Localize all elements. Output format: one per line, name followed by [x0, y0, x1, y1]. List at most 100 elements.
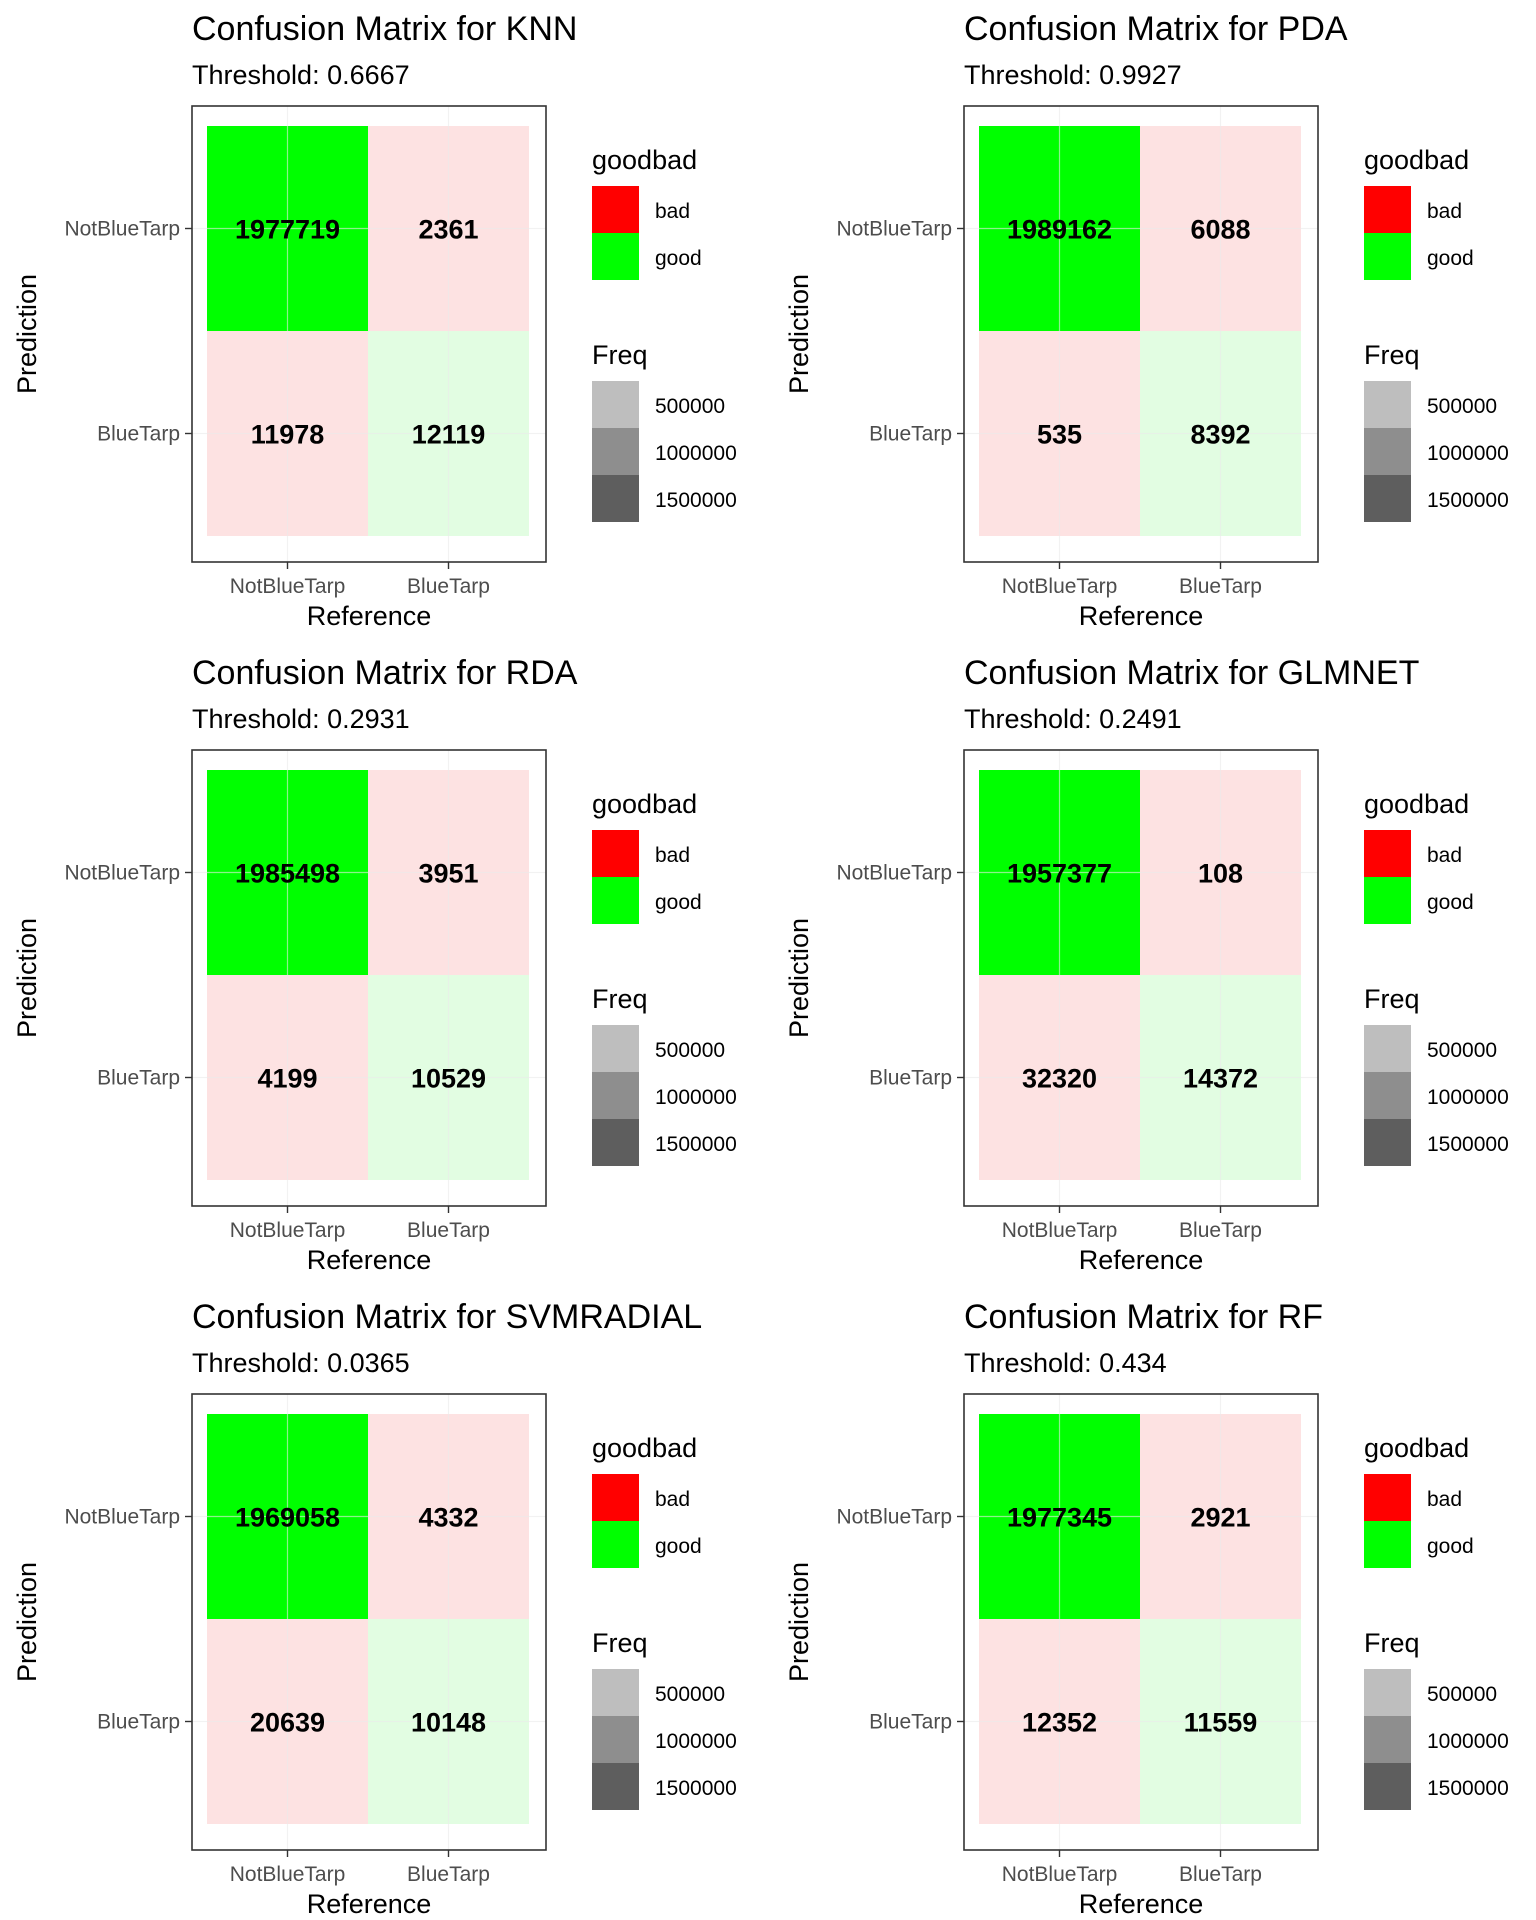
cell-value-label: 1989162: [1007, 215, 1112, 245]
legend-title-goodbad: goodbad: [1364, 145, 1469, 175]
panel-border: [963, 105, 1319, 563]
legend-label-freq: 500000: [1427, 1683, 1497, 1706]
legend-swatch-freq: [592, 1716, 639, 1763]
x-axis-title: Reference: [1079, 1245, 1204, 1275]
confusion-matrix-panel-6: Confusion Matrix for RF Threshold: 0.434 1…: [784, 1298, 1509, 1919]
x-axis-title: Reference: [1079, 601, 1204, 631]
y-tick-label: NotBlueTarp: [64, 1506, 180, 1529]
legend-title-goodbad: goodbad: [592, 145, 697, 175]
confusion-matrix-panel-4: Confusion Matrix for GLMNET Threshold: 0.…: [784, 654, 1509, 1275]
y-axis-title: Prediction: [784, 918, 814, 1038]
cell-value-label: 32320: [1022, 1064, 1097, 1094]
legend-label-good: good: [655, 891, 702, 914]
legend-swatch-freq: [1364, 428, 1411, 475]
legend-label-freq: 500000: [655, 1039, 725, 1062]
legend-label-bad: bad: [1427, 844, 1462, 867]
x-tick-label: BlueTarp: [1179, 1219, 1262, 1242]
legend-swatch-good: [1364, 233, 1411, 280]
legend-swatch-freq: [592, 381, 639, 428]
legend-swatch-bad: [1364, 1474, 1411, 1521]
legend-label-freq: 1500000: [655, 1777, 737, 1800]
panel-border: [191, 105, 547, 563]
legend-label-freq: 500000: [655, 395, 725, 418]
legend-swatch-freq: [592, 1669, 639, 1716]
legend-title-freq: Freq: [1364, 1628, 1420, 1658]
legend-title-freq: Freq: [1364, 984, 1420, 1014]
legend-label-good: good: [1427, 891, 1474, 914]
cell-value-label: 2361: [418, 215, 478, 245]
legend-label-good: good: [1427, 1535, 1474, 1558]
cell-value-label: 2921: [1190, 1503, 1250, 1533]
legend-swatch-freq: [592, 1072, 639, 1119]
cell-value-label: 20639: [250, 1708, 325, 1738]
y-tick-label: NotBlueTarp: [64, 862, 180, 885]
legend-title-goodbad: goodbad: [592, 789, 697, 819]
chart-subtitle: Threshold: 0.434: [964, 1348, 1167, 1378]
legend-swatch-freq: [1364, 1025, 1411, 1072]
cell-value-label: 4199: [257, 1064, 317, 1094]
cell-value-label: 1985498: [235, 859, 340, 889]
chart-title: Confusion Matrix for RDA: [192, 654, 578, 692]
y-tick-label: NotBlueTarp: [836, 862, 952, 885]
legend-label-freq: 1000000: [655, 1730, 737, 1753]
x-tick-label: NotBlueTarp: [1002, 575, 1118, 598]
cell-value-label: 6088: [1190, 215, 1250, 245]
x-tick-label: BlueTarp: [1179, 1863, 1262, 1886]
x-tick-label: NotBlueTarp: [230, 575, 346, 598]
confusion-matrix-panel-1: Confusion Matrix for KNN Threshold: 0.666…: [12, 10, 737, 631]
x-axis-title: Reference: [307, 1245, 432, 1275]
cell-value-label: 1977719: [235, 215, 340, 245]
chart-subtitle: Threshold: 0.6667: [192, 60, 410, 90]
legend-swatch-freq: [592, 1119, 639, 1166]
cell-value-label: 108: [1198, 859, 1243, 889]
confusion-matrix-panel-2: Confusion Matrix for PDA Threshold: 0.992…: [784, 10, 1509, 631]
cell-value-label: 12119: [412, 420, 486, 450]
chart-title: Confusion Matrix for PDA: [964, 10, 1348, 48]
legend-label-freq: 1000000: [1427, 442, 1509, 465]
y-tick-label: NotBlueTarp: [836, 1506, 952, 1529]
y-tick-label: BlueTarp: [97, 423, 180, 446]
legend-swatch-freq: [1364, 1119, 1411, 1166]
legend-label-freq: 1000000: [1427, 1730, 1509, 1753]
cell-value-label: 1977345: [1007, 1503, 1112, 1533]
y-tick-label: NotBlueTarp: [64, 218, 180, 241]
panel-border: [191, 1393, 547, 1851]
legend-swatch-freq: [1364, 475, 1411, 522]
legend-swatch-freq: [592, 428, 639, 475]
legend-label-good: good: [655, 247, 702, 270]
legend-label-freq: 1500000: [655, 489, 737, 512]
legend-swatch-bad: [1364, 186, 1411, 233]
legend-label-bad: bad: [655, 844, 690, 867]
x-tick-label: NotBlueTarp: [230, 1219, 346, 1242]
y-axis-title: Prediction: [12, 274, 42, 394]
cell-value-label: 11559: [1184, 1708, 1258, 1738]
legend-swatch-freq: [592, 1025, 639, 1072]
x-tick-label: BlueTarp: [407, 1219, 490, 1242]
legend-title-goodbad: goodbad: [592, 1433, 697, 1463]
legend-label-freq: 1000000: [1427, 1086, 1509, 1109]
legend-swatch-good: [592, 877, 639, 924]
panel-border: [963, 1393, 1319, 1851]
legend-swatch-freq: [1364, 1716, 1411, 1763]
confusion-matrix-panel-5: Confusion Matrix for SVMRADIAL Threshold:…: [12, 1298, 737, 1919]
chart-subtitle: Threshold: 0.0365: [192, 1348, 410, 1378]
legend-swatch-bad: [592, 186, 639, 233]
chart-subtitle: Threshold: 0.9927: [964, 60, 1182, 90]
cell-value-label: 1957377: [1007, 859, 1112, 889]
legend-label-bad: bad: [1427, 1488, 1462, 1511]
legend-swatch-bad: [1364, 830, 1411, 877]
legend-label-freq: 500000: [655, 1683, 725, 1706]
legend-label-good: good: [655, 1535, 702, 1558]
legend-label-freq: 1500000: [655, 1133, 737, 1156]
y-tick-label: NotBlueTarp: [836, 218, 952, 241]
x-tick-label: NotBlueTarp: [1002, 1219, 1118, 1242]
legend-label-freq: 1000000: [655, 442, 737, 465]
cell-value-label: 4332: [418, 1503, 478, 1533]
legend-swatch-bad: [592, 1474, 639, 1521]
chart-title: Confusion Matrix for SVMRADIAL: [192, 1298, 702, 1336]
x-tick-label: NotBlueTarp: [1002, 1863, 1118, 1886]
y-tick-label: BlueTarp: [869, 423, 952, 446]
confusion-matrix-panel-3: Confusion Matrix for RDA Threshold: 0.293…: [12, 654, 737, 1275]
x-tick-label: BlueTarp: [407, 1863, 490, 1886]
